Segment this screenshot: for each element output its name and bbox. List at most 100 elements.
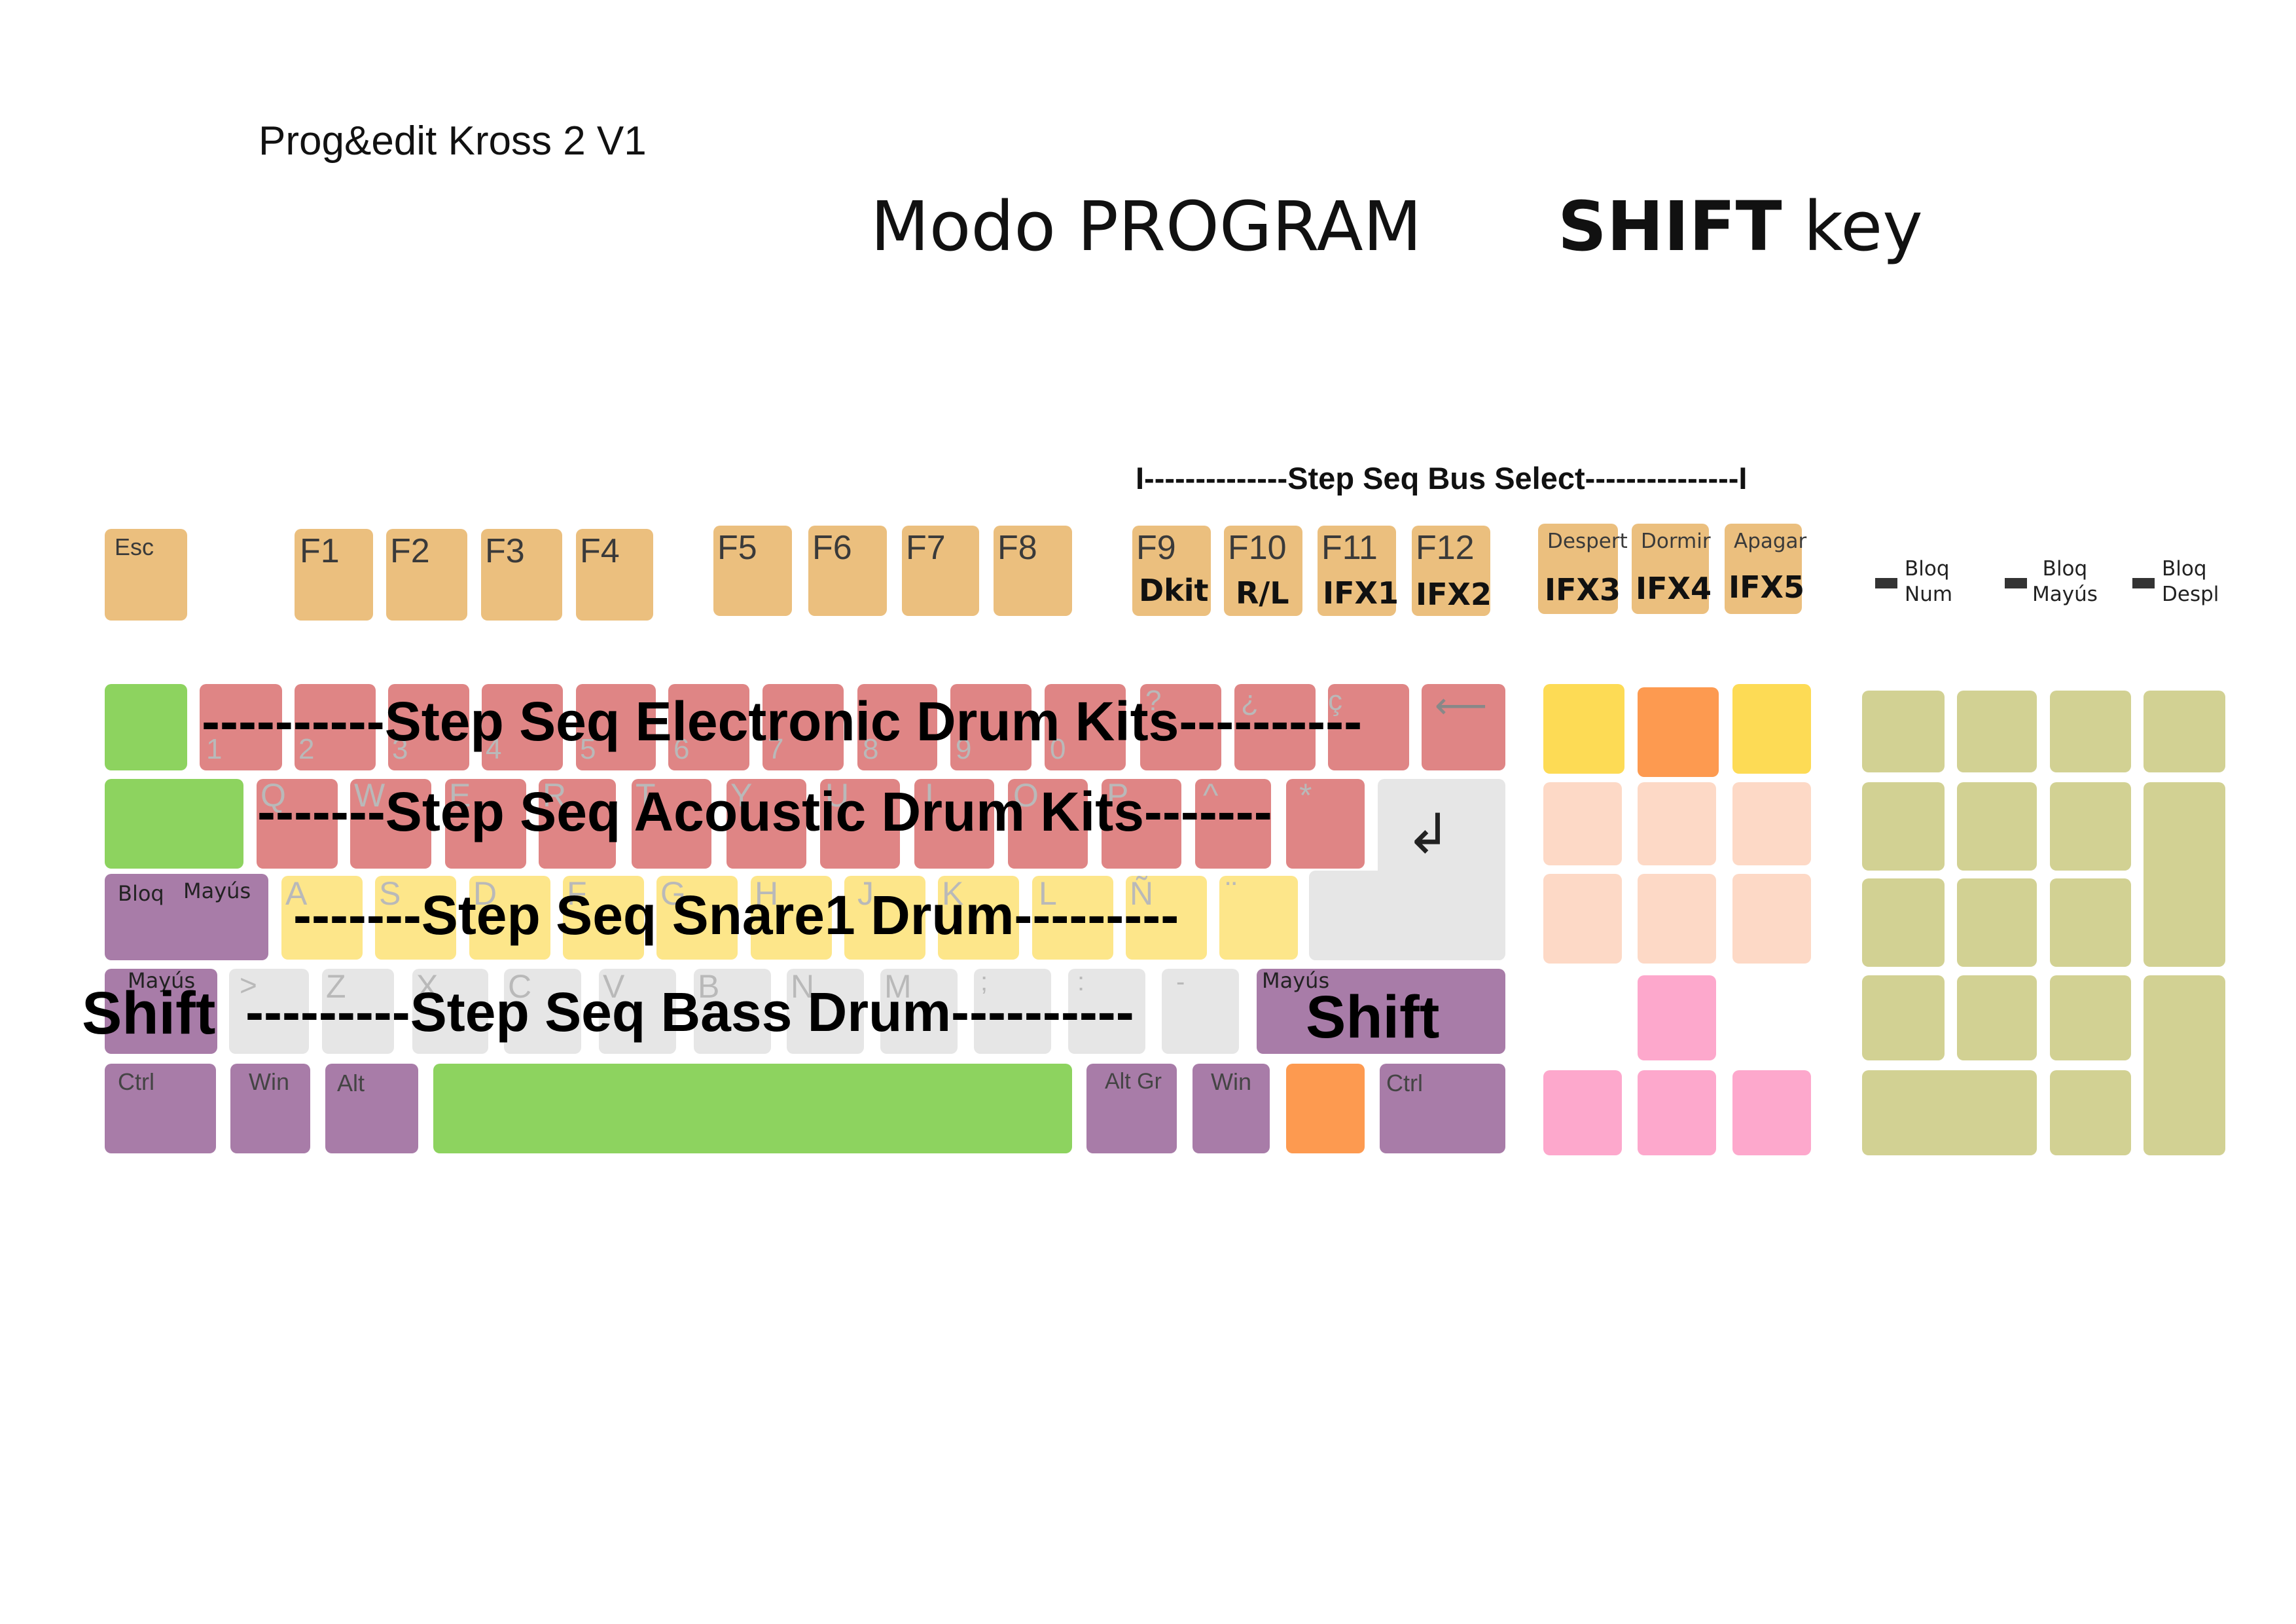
key-scroll-lock[interactable] [1638,687,1719,777]
key-f12[interactable]: F12 IFX2 [1412,526,1492,616]
key-backspace[interactable]: ⟵ [1422,684,1505,770]
key-menu[interactable] [1286,1064,1365,1153]
key-3[interactable]: 3 [388,684,469,770]
key-y[interactable]: Y [726,779,806,869]
key-period[interactable]: : [1068,969,1145,1054]
numpad-9[interactable] [2050,782,2131,871]
key-alt-gr[interactable]: Alt Gr [1086,1064,1177,1153]
key-inverted-question[interactable]: ¿ [1234,684,1316,770]
key-left-shift[interactable]: Mayús [105,969,217,1054]
key-f10[interactable]: F10 R/L [1224,526,1302,616]
key-apagar[interactable]: Apagar IFX5 [1725,524,1806,614]
key-delete[interactable] [1543,874,1622,964]
key-page-up[interactable] [1732,782,1811,865]
key-right-ctrl[interactable]: Ctrl [1380,1064,1505,1153]
numpad-num-lock[interactable] [1862,691,1945,772]
key-arrow-down[interactable] [1638,1070,1716,1155]
key-s[interactable]: S [375,876,456,960]
key-f4[interactable]: F4 [576,529,653,621]
key-5[interactable]: 5 [576,684,656,770]
key-f7[interactable]: F7 [902,526,979,616]
numpad-0[interactable] [1862,1070,2037,1155]
key-k[interactable]: K [938,876,1019,960]
key-8[interactable]: 8 [857,684,937,770]
key-right-win[interactable]: Win [1193,1064,1270,1153]
numpad-4[interactable] [1862,878,1945,967]
key-arrow-right[interactable] [1732,1070,1811,1155]
key-asterisk[interactable]: * [1286,779,1365,869]
key-a[interactable]: A [281,876,363,960]
key-p[interactable]: P [1102,779,1181,869]
key-left-ctrl[interactable]: Ctrl [105,1064,216,1153]
key-insert[interactable] [1543,782,1622,865]
numpad-plus[interactable] [2144,782,2225,967]
key-dormir[interactable]: Dormir IFX4 [1632,524,1712,614]
key-arrow-left[interactable] [1543,1070,1622,1155]
key-f1[interactable]: F1 [295,529,373,621]
key-9[interactable]: 9 [950,684,1031,770]
key-diaeresis[interactable]: ¨ [1219,876,1298,960]
key-tab[interactable] [105,779,243,869]
key-u[interactable]: U [820,779,900,869]
numpad-decimal[interactable] [2050,1070,2131,1155]
numpad-8[interactable] [1957,782,2037,871]
key-pause[interactable] [1732,684,1811,774]
key-c[interactable]: C [504,969,581,1054]
numpad-6[interactable] [2050,878,2131,967]
numpad-divide[interactable] [1957,691,2037,772]
key-x[interactable]: X [412,969,488,1054]
key-arrow-up[interactable] [1638,975,1716,1060]
key-alt[interactable]: Alt [325,1064,418,1153]
numpad-enter[interactable] [2144,975,2225,1155]
key-c-cedilla[interactable]: ç [1328,684,1409,770]
key-2[interactable]: 2 [295,684,376,770]
key-1[interactable]: 1 [200,684,282,770]
key-z[interactable]: Z [322,969,394,1054]
key-q[interactable]: Q [257,779,338,869]
numpad-minus[interactable] [2144,691,2225,772]
numpad-1[interactable] [1862,975,1945,1060]
key-f3[interactable]: F3 [481,529,562,621]
key-i[interactable]: I [914,779,994,869]
numpad-7[interactable] [1862,782,1945,871]
key-comma[interactable]: ; [974,969,1051,1054]
key-j[interactable]: J [844,876,925,960]
key-o[interactable]: O [1008,779,1088,869]
key-apostrophe[interactable]: ? [1140,684,1221,770]
key-page-down[interactable] [1732,874,1811,964]
key-enter-top[interactable]: ↲ [1378,779,1505,871]
key-print-screen[interactable] [1543,684,1624,774]
key-enter-bottom[interactable] [1309,871,1505,960]
key-4[interactable]: 4 [482,684,563,770]
key-e[interactable]: E [445,779,526,869]
key-f6[interactable]: F6 [808,526,887,616]
numpad-5[interactable] [1957,878,2037,967]
key-b[interactable]: B [694,969,771,1054]
key-home[interactable] [1638,782,1716,865]
key-despert[interactable]: Despert IFX3 [1538,524,1628,614]
key-right-shift[interactable]: Mayús Shift [1257,969,1505,1054]
key-caret[interactable]: ^ [1195,779,1271,869]
key-esc[interactable]: Esc [105,529,187,621]
numpad-multiply[interactable] [2050,691,2131,772]
key-f9[interactable]: F9 Dkit [1132,526,1211,616]
key-7[interactable]: 7 [762,684,844,770]
key-left-win[interactable]: Win [230,1064,310,1153]
key-end[interactable] [1638,874,1716,964]
key-f[interactable]: F [563,876,644,960]
numpad-2[interactable] [1957,975,2037,1060]
numpad-3[interactable] [2050,975,2131,1060]
key-h[interactable]: H [751,876,832,960]
key-f8[interactable]: F8 [994,526,1072,616]
key-angle[interactable]: > [229,969,309,1054]
key-d[interactable]: D [469,876,550,960]
key-f2[interactable]: F2 [386,529,467,621]
key-n-tilde[interactable]: Ñ [1126,876,1207,960]
key-m[interactable]: M [880,969,958,1054]
key-space[interactable] [433,1064,1072,1153]
key-f5[interactable]: F5 [713,526,792,616]
key-n[interactable]: N [787,969,864,1054]
key-l[interactable]: L [1032,876,1113,960]
key-g[interactable]: G [656,876,738,960]
key-0[interactable]: 0 [1045,684,1126,770]
